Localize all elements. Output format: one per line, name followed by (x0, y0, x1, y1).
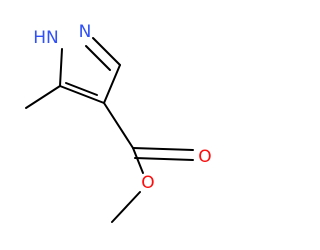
bond (92, 37, 121, 66)
bond (65, 82, 98, 96)
atom-label: O (198, 147, 211, 167)
bond (85, 45, 111, 71)
bond (59, 85, 105, 104)
bonds (25, 37, 194, 223)
atom-label: O (141, 173, 154, 193)
bond (111, 191, 141, 223)
bond (103, 64, 121, 104)
atom-label: N (79, 22, 92, 42)
bond (132, 147, 194, 151)
bond (134, 157, 194, 161)
atom-label: HN (33, 28, 59, 48)
bond (132, 147, 144, 174)
bond (25, 85, 61, 109)
molecule-diagram: HN N O O (25, 22, 212, 223)
bond (103, 102, 134, 149)
bond (59, 48, 63, 87)
